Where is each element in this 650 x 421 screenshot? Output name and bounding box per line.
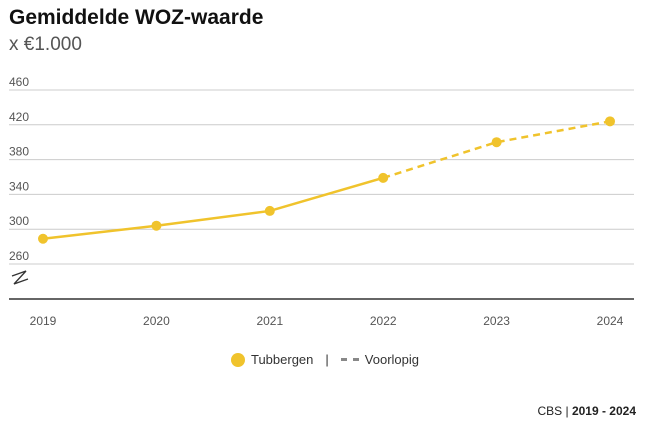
legend-separator: | bbox=[325, 352, 329, 367]
y-tick-label: 300 bbox=[9, 214, 29, 228]
legend: Tubbergen | Voorlopig bbox=[0, 352, 650, 367]
source-separator: | bbox=[565, 404, 569, 418]
chart-subtitle: x €1.000 bbox=[9, 34, 82, 55]
legend-series-label: Tubbergen bbox=[250, 352, 314, 367]
x-tick-labels: 2019 2020 2021 2022 2023 2024 bbox=[30, 314, 624, 328]
chart-title: Gemiddelde WOZ-waarde bbox=[9, 6, 264, 29]
data-point[interactable] bbox=[378, 172, 389, 183]
data-point[interactable] bbox=[151, 220, 162, 231]
source-period: 2019 - 2024 bbox=[571, 404, 636, 418]
x-tick-label: 2024 bbox=[597, 314, 624, 328]
data-point[interactable] bbox=[605, 116, 615, 127]
y-tick-label: 340 bbox=[9, 179, 29, 193]
data-point[interactable] bbox=[491, 137, 502, 148]
x-tick-label: 2021 bbox=[256, 314, 283, 328]
legend-dot-icon bbox=[230, 352, 245, 367]
gridlines bbox=[9, 89, 634, 300]
y-tick-label: 460 bbox=[9, 75, 29, 89]
y-tick-label: 260 bbox=[9, 249, 29, 263]
x-tick-label: 2022 bbox=[370, 314, 397, 328]
series-tubbergen bbox=[38, 116, 615, 244]
source-org: CBS bbox=[537, 404, 563, 418]
x-tick-label: 2019 bbox=[30, 314, 57, 328]
legend-dash-icon bbox=[340, 358, 359, 361]
legend-provisional-label: Voorlopig bbox=[364, 352, 419, 367]
axis-break-path bbox=[11, 270, 29, 285]
source-note: CBS | 2019 - 2024 bbox=[537, 404, 636, 418]
y-tick-labels: 460 420 380 340 300 260 bbox=[9, 75, 29, 263]
series-line-final bbox=[42, 176, 384, 241]
y-tick-label: 380 bbox=[9, 145, 29, 159]
data-point[interactable] bbox=[38, 233, 48, 244]
y-tick-label: 420 bbox=[9, 110, 29, 124]
axis-break-icon bbox=[11, 270, 29, 285]
data-point[interactable] bbox=[264, 205, 275, 216]
x-tick-label: 2023 bbox=[483, 314, 510, 328]
x-tick-label: 2020 bbox=[143, 314, 170, 328]
series-line-provisional bbox=[382, 120, 611, 180]
